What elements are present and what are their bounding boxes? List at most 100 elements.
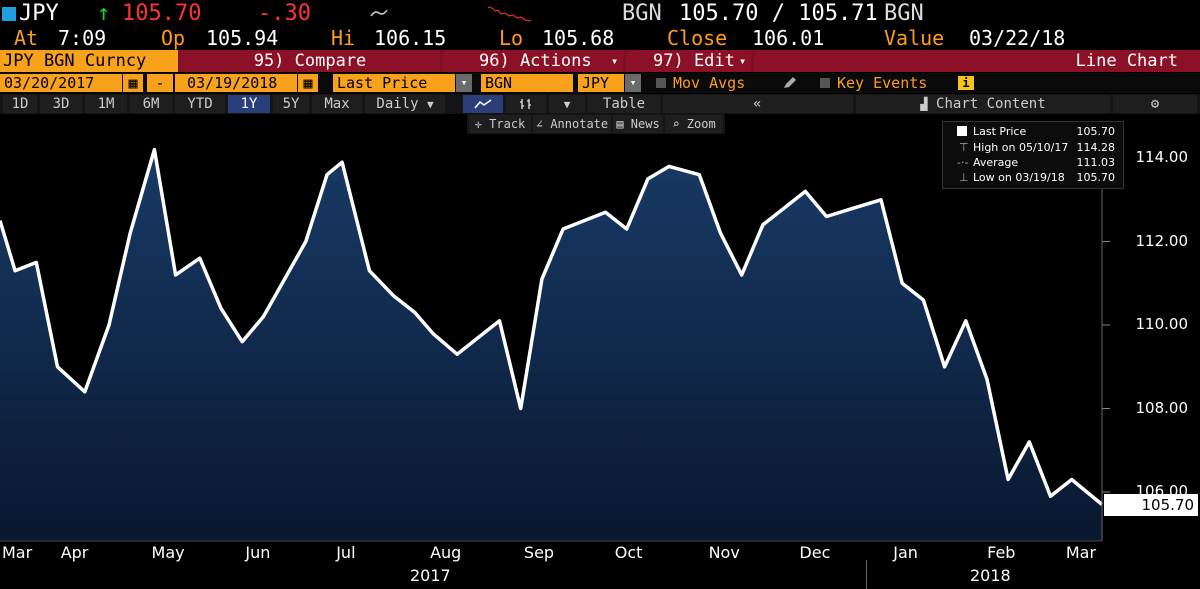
close-value: 106.01 — [752, 26, 825, 50]
period-1y[interactable]: 1Y — [228, 95, 270, 113]
field-select[interactable]: Last Price — [333, 74, 455, 92]
security-color-swatch — [2, 7, 16, 21]
chart-controls: 03/20/2017 ▦ - 03/19/2018 ▦ Last Price ▾… — [0, 73, 1200, 93]
low-marker-icon: ⊥ — [959, 171, 969, 184]
x-year-label: 2018 — [970, 566, 1011, 585]
actions-menu[interactable]: 96) Actions ▾ — [443, 50, 623, 72]
y-tick-label: 112.00 — [1135, 231, 1189, 250]
bar-chart-icon[interactable] — [506, 95, 546, 113]
tick-direction-icon — [370, 9, 388, 17]
annotate-tool[interactable]: ∠ Annotate — [533, 115, 611, 133]
period-toolbar: 1D 3D 1M 6M YTD 1Y 5Y Max Daily ▼ ▼ Tabl… — [0, 94, 1200, 114]
chevron-down-icon: ▼ — [426, 98, 434, 111]
currency-select[interactable]: JPY — [578, 74, 624, 92]
compare-button[interactable]: 95) Compare — [180, 50, 440, 72]
legend-last-label: Last Price — [973, 125, 1027, 138]
track-tool[interactable]: ✛ Track — [469, 115, 531, 133]
line-chart-icon[interactable] — [463, 95, 503, 113]
value-label: Value — [884, 26, 945, 50]
quote-header: JPY ↑ 105.70 -.30 BGN 105.70 / 105.71 BG… — [0, 0, 1200, 28]
open-value: 105.94 — [206, 26, 279, 50]
news-icon: ▤ — [616, 117, 631, 131]
frequency-select[interactable]: Daily ▼ — [365, 95, 445, 113]
legend-avg-value: 111.03 — [1076, 156, 1116, 169]
high-label: Hi — [331, 26, 356, 50]
period-1d[interactable]: 1D — [3, 95, 37, 113]
chart-tools: ✛ Track ∠ Annotate ▤ News ⌕ Zoom — [467, 114, 725, 134]
source-label: BGN — [622, 1, 662, 26]
period-ytd[interactable]: YTD — [175, 95, 225, 113]
key-events-checkbox[interactable] — [820, 78, 830, 88]
chevron-down-icon[interactable]: ▾ — [625, 74, 641, 92]
period-6m[interactable]: 6M — [130, 95, 172, 113]
year-divider — [866, 560, 867, 589]
period-3d[interactable]: 3D — [40, 95, 82, 113]
chart-legend[interactable]: Last Price 105.70 ⊤ High on 05/10/17 114… — [942, 121, 1124, 189]
legend-high-value: 114.28 — [1076, 141, 1116, 154]
x-month-label: Jun — [245, 543, 271, 562]
start-date-input[interactable]: 03/20/2017 — [0, 74, 122, 92]
x-month-label: Aug — [430, 543, 462, 562]
settings-button[interactable]: ⚙ — [1113, 95, 1197, 113]
mov-avgs-checkbox[interactable] — [656, 78, 666, 88]
function-bar: JPY BGN Curncy 95) Compare 96) Actions ▾… — [0, 50, 1200, 72]
low-value: 105.68 — [542, 26, 615, 50]
period-5y[interactable]: 5Y — [273, 95, 309, 113]
x-month-label: Apr — [60, 543, 89, 562]
double-chevron-left-icon: « — [753, 96, 762, 112]
price-chart[interactable] — [0, 134, 1200, 589]
chart-type-menu[interactable]: Line Chart — [754, 50, 1200, 72]
at-value: 7:09 — [58, 26, 107, 50]
edit-menu[interactable]: 97) Edit ▾ — [626, 50, 751, 72]
security-field[interactable]: JPY BGN Curncy — [0, 50, 178, 72]
annotate-icon: ∠ — [535, 117, 551, 131]
chevron-down-icon: ▼ — [563, 98, 571, 111]
zoom-label: Zoom — [686, 117, 716, 131]
table-button[interactable]: Table — [588, 95, 660, 113]
legend-low-value: 105.70 — [1076, 171, 1116, 184]
calendar-icon[interactable]: ▦ — [298, 74, 318, 92]
info-icon[interactable]: i — [958, 76, 974, 90]
zoom-tool[interactable]: ⌕ Zoom — [665, 115, 723, 133]
x-month-label: Mar — [1065, 543, 1097, 562]
last-price: 105.70 — [122, 1, 202, 26]
gridlines — [1102, 157, 1110, 493]
value-date: 03/22/18 — [969, 26, 1066, 50]
frequency-label: Daily — [376, 96, 419, 112]
gear-icon: ⚙ — [1150, 96, 1160, 112]
legend-low-label: Low on 03/19/18 — [973, 171, 1065, 184]
chart-type-label: Line Chart — [1075, 51, 1178, 71]
average-marker-icon: -·- — [957, 156, 969, 169]
period-max[interactable]: Max — [312, 95, 362, 113]
x-month-label: Feb — [987, 543, 1016, 562]
search-icon: ⌕ — [672, 117, 687, 131]
collapse-panel-button[interactable]: « — [663, 95, 853, 113]
news-label: News — [630, 117, 660, 131]
end-date-input[interactable]: 03/19/2018 — [175, 74, 297, 92]
price-line — [0, 147, 1104, 506]
net-change: -.30 — [258, 1, 311, 26]
last-value-tag: 105.70 — [1104, 493, 1198, 516]
y-tick-label: 114.00 — [1135, 148, 1189, 166]
bid-ask: 105.70 / 105.71 — [679, 1, 878, 26]
close-label: Close — [667, 26, 728, 50]
chart-content-button[interactable]: ▟ Chart Content — [856, 95, 1110, 113]
calendar-icon[interactable]: ▦ — [123, 74, 143, 92]
chevron-down-icon[interactable]: ▾ — [456, 74, 472, 92]
chart-content-icon: ▟ — [920, 97, 928, 111]
last-price-swatch — [957, 126, 967, 136]
pencil-icon[interactable] — [782, 76, 798, 90]
high-marker-icon: ⊤ — [959, 141, 969, 154]
track-label: Track — [489, 117, 526, 131]
news-tool[interactable]: ▤ News — [613, 115, 663, 133]
x-month-label: Dec — [799, 543, 831, 562]
period-1m[interactable]: 1M — [85, 95, 127, 113]
chart-style-dropdown[interactable]: ▼ — [549, 95, 585, 113]
date-range-dash: - — [147, 74, 173, 92]
x-month-label: Jul — [336, 543, 356, 562]
source-select[interactable]: BGN — [481, 74, 573, 92]
price-area — [0, 149, 1102, 541]
intraday-sparkline-icon — [487, 6, 532, 22]
key-events-label: Key Events — [837, 74, 928, 92]
x-month-label: Sep — [523, 543, 555, 562]
